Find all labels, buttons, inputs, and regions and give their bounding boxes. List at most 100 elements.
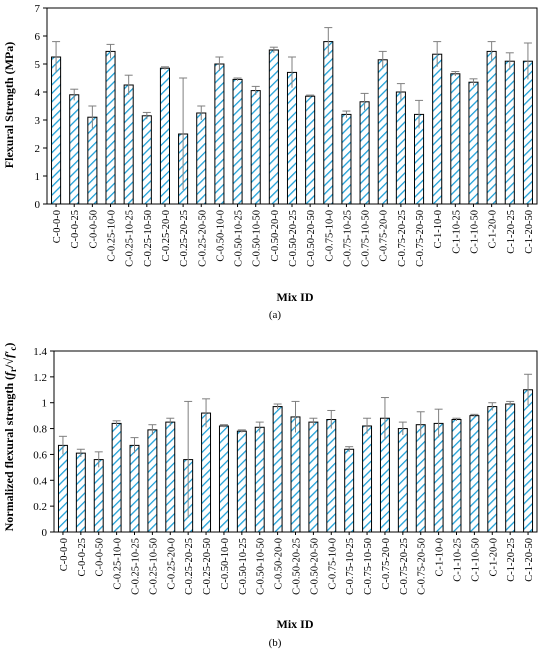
chart-b-bar: [165, 421, 176, 533]
chart-a-ytick-label: 6: [35, 31, 41, 43]
chart-b-xtick-label: C-0.25-10-50: [148, 538, 159, 595]
chart-a-xtick-label: C-1-10-50: [469, 210, 480, 254]
chart-a-bar: [69, 94, 80, 205]
chart-b-caption: (b): [269, 637, 282, 649]
chart-b-ytick-label: 1.4: [33, 346, 47, 358]
chart-a-caption: (a): [269, 309, 282, 321]
chart-a-flexural-strength: Flexural Strength (MPa) Mix ID (a) 0 1 2 3 4…: [2, 3, 538, 321]
chart-b-xtick-label: C-1-10-50: [470, 538, 481, 582]
chart-b-bar: [75, 452, 86, 533]
chart-a-xtick-label: C-1-20-25: [506, 210, 517, 254]
chart-b-xtick-label: C-1-10-0: [435, 538, 446, 577]
chart-a-bar: [286, 71, 298, 205]
chart-a-xtick-label: C-0.25-10-25: [125, 210, 136, 267]
chart-b-ytick-label: 0.6: [33, 449, 47, 461]
chart-b-bar: [272, 406, 283, 533]
chart-b-bar: [57, 444, 68, 533]
chart-a-bar: [159, 67, 170, 205]
chart-b-bar: [487, 406, 498, 533]
chart-a-xtick-label: C-0.25-20-50: [197, 210, 208, 267]
chart-a-xtick-label: C-0-0-25: [70, 210, 81, 249]
chart-b-xtick-label: C-0-0-25: [77, 538, 88, 577]
chart-a-bar: [486, 50, 497, 205]
chart-a-xtick-label: C-0-0-50: [88, 210, 99, 249]
chart-b-ytick-label: 1.2: [33, 372, 47, 384]
chart-b-bar: [129, 444, 140, 533]
chart-b-xtick-label: C-0.75-20-0: [381, 538, 392, 590]
chart-b-ytick-label: 1: [42, 398, 48, 410]
chart-a-bar: [105, 50, 116, 205]
chart-b-ytick-label: 0.8: [33, 424, 47, 436]
chart-b-bar: [236, 430, 247, 533]
chart-a-bar: [268, 49, 279, 205]
chart-a-bar: [196, 112, 207, 205]
chart-a-bar: [377, 59, 388, 205]
chart-a-xlabel: Mix ID: [277, 290, 314, 304]
chart-a-xtick-label: C-0.25-20-25: [179, 210, 190, 267]
chart-a-xtick-label: C-0.75-20-25: [397, 210, 408, 267]
chart-a-ytick-label: 3: [35, 115, 41, 127]
chart-b-xtick-label: C-0.75-10-50: [363, 538, 374, 595]
chart-b-xtick-label: C-0.50-10-0: [220, 538, 231, 590]
chart-b-xtick-label: C-0.50-20-25: [292, 538, 303, 595]
chart-b-bar: [93, 459, 104, 533]
chart-b-bar: [111, 422, 122, 533]
chart-b-bar: [415, 424, 426, 533]
chart-a-bar: [522, 60, 533, 205]
chart-a-xtick-label: C-0.75-10-25: [342, 210, 353, 267]
chart-b-bar: [201, 412, 212, 533]
chart-a-bar: [123, 84, 134, 205]
chart-b-xlabel: Mix ID: [277, 617, 314, 631]
chart-a-ytick-label: 2: [35, 143, 41, 155]
chart-b-bar: [147, 429, 158, 533]
chart-b-normalized-flexural-strength: Normalized flexural strength (fr/√f′c) M…: [2, 343, 538, 649]
chart-b-xtick-label: C-0.25-10-0: [113, 538, 124, 590]
chart-a-xtick-label: C-1-20-50: [524, 210, 535, 254]
chart-a-bar: [468, 81, 479, 205]
chart-b-bar: [290, 416, 301, 533]
chart-a-xtick-label: C-0.75-10-50: [361, 210, 372, 267]
chart-b-bar: [218, 425, 229, 533]
chart-a-xtick-label: C-0.50-20-25: [288, 210, 299, 267]
chart-b-xtick-label: C-0-0-50: [95, 538, 106, 577]
chart-b-xtick-label: C-1-10-25: [453, 538, 464, 582]
chart-b-bar: [308, 421, 319, 533]
chart-b-xtick-label: C-0.25-10-25: [131, 538, 142, 595]
chart-a-bar: [504, 60, 515, 205]
chart-b-xtick-label: C-0.75-20-25: [399, 538, 410, 595]
chart-b-xtick-label: C-1-20-0: [488, 538, 499, 577]
chart-a-xtick-label: C-0.50-10-50: [252, 210, 263, 267]
chart-a-bar: [305, 95, 316, 205]
chart-a-xtick-label: C-0.25-10-0: [107, 210, 118, 262]
chart-b-xtick-label: C-0.25-20-25: [184, 538, 195, 595]
chart-b-xtick-label: C-0.25-20-0: [166, 538, 177, 590]
chart-b-xtick-label: C-1-20-25: [506, 538, 517, 582]
chart-b-xtick-label: C-0.75-20-50: [417, 538, 428, 595]
chart-b-ylabel: Normalized flexural strength (fr/√f′c): [2, 343, 18, 532]
chart-b-xtick-label: C-0.75-10-25: [345, 538, 356, 595]
chart-b-bar: [433, 422, 444, 533]
chart-a-bar: [341, 113, 352, 205]
chart-a-xtick-label: C-0.75-20-50: [415, 210, 426, 267]
chart-a-ytick-label: 4: [35, 87, 41, 99]
chart-a-bar: [87, 116, 98, 205]
chart-a-bar: [232, 78, 243, 205]
chart-a-xtick-label: C-0.50-10-0: [215, 210, 226, 262]
chart-b-xtick-label: C-0.50-20-50: [309, 538, 320, 595]
chart-a-xtick-label: C-0.25-10-50: [143, 210, 154, 267]
chart-a-bar: [395, 91, 406, 205]
chart-a-bar: [51, 56, 62, 205]
chart-a-ytick-label: 1: [35, 171, 41, 183]
chart-b-bar: [254, 426, 265, 533]
chart-b-ytick-label: 0.2: [33, 501, 47, 513]
chart-b-xtick-label: C-0.50-10-50: [256, 538, 267, 595]
chart-a-xtick-label: C-0.75-10-0: [324, 210, 335, 262]
chart-b-xtick-label: C-0-0-0: [59, 538, 70, 571]
chart-a-ytick-label: 0: [35, 199, 41, 211]
chart-b-ytick-label: 0: [42, 527, 48, 539]
chart-a-xtick-label: C-0.25-20-0: [161, 210, 172, 262]
chart-a-xtick-label: C-1-20-0: [488, 210, 499, 249]
chart-b-bar: [397, 428, 408, 533]
chart-b-bar: [451, 419, 462, 533]
